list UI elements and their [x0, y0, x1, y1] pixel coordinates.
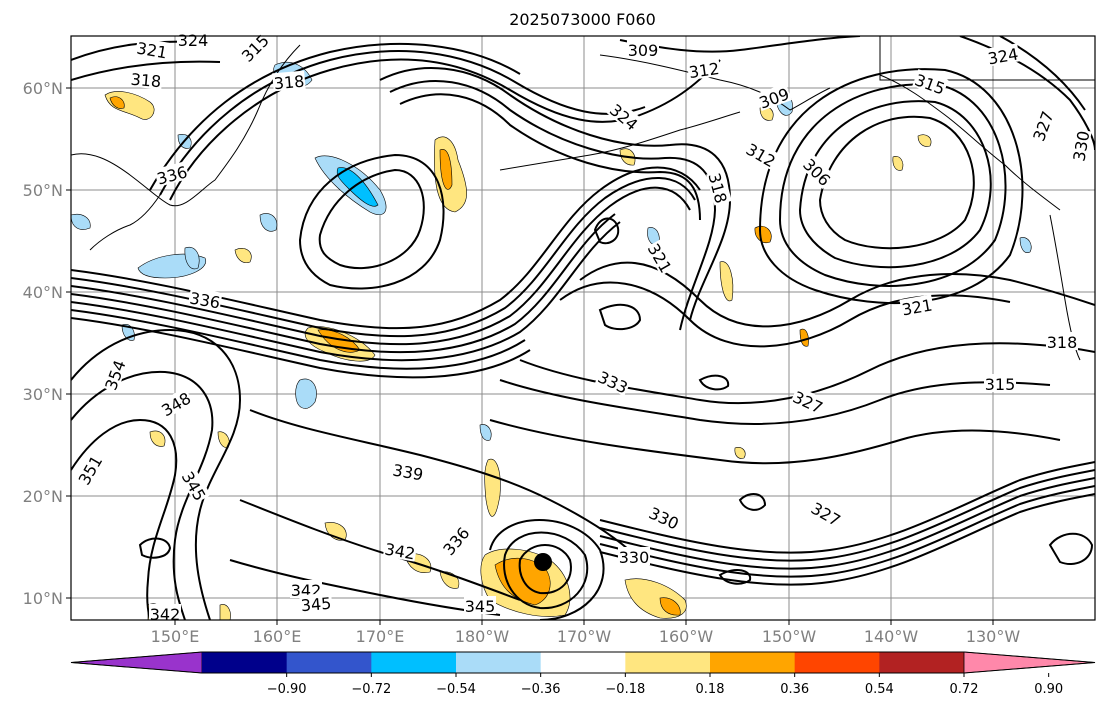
colorbar-tick-label: 0.90: [1034, 682, 1063, 697]
svg-text:345: 345: [300, 594, 332, 616]
svg-text:342: 342: [150, 605, 181, 624]
colorbar: −0.90 −0.72 −0.54 −0.36 −0.18 0.18 0.36 0.54 0.7…: [70, 651, 1096, 697]
colorbar-extend-min: [70, 651, 203, 674]
colorbar-tick-label: −0.54: [436, 682, 476, 697]
contour-label: 336: [153, 161, 190, 189]
colorbar-segment: [794, 652, 880, 673]
colorbar-outline: [70, 651, 1096, 674]
lon-tick-label: 150°W: [762, 627, 817, 646]
colorbar-segment: [286, 652, 372, 673]
contour-label: 315: [984, 374, 1016, 394]
contour-label: 330: [618, 547, 650, 567]
map-title: 2025073000 F060: [509, 10, 656, 29]
lon-tick-label: 170°W: [557, 627, 612, 646]
colorbar-segment: [879, 652, 965, 673]
contour-label: 342: [290, 580, 322, 600]
colorbar-segment: [540, 652, 626, 673]
lat-tick-label: 40°N: [23, 283, 63, 302]
svg-text:324: 324: [178, 31, 209, 50]
tropical-cyclone-center-marker: [534, 553, 552, 571]
lon-tick-label: 150°E: [151, 627, 200, 646]
colorbar-segment: [202, 652, 288, 673]
colorbar-tick-label: 0.72: [950, 682, 979, 697]
longitude-axis: 150°E 160°E 170°E 180°W 170°W 160°W 150°W 140°W…: [151, 620, 1021, 646]
contour-label: 324: [177, 30, 209, 50]
contour-label: 318: [129, 68, 163, 92]
lon-tick-label: 160°E: [253, 627, 302, 646]
contour-label: 312: [686, 57, 721, 82]
lon-tick-label: 160°W: [659, 627, 714, 646]
lon-tick-label: 170°E: [356, 627, 405, 646]
contour-label: 309: [755, 83, 792, 113]
latitude-axis: 60°N 50°N 40°N 30°N 20°N 10°N: [23, 79, 71, 608]
colorbar-segment: [625, 652, 711, 673]
lat-tick-label: 20°N: [23, 487, 63, 506]
contour-label: 318: [704, 169, 732, 206]
lon-tick-label: 130°W: [966, 627, 1021, 646]
svg-text:345: 345: [465, 597, 496, 616]
contour-label: 318: [1046, 332, 1078, 352]
colorbar-segment: [456, 652, 542, 673]
svg-text:318: 318: [130, 70, 162, 92]
colorbar-tick-label: 0.36: [780, 682, 809, 697]
lon-tick-label: 140°W: [864, 627, 919, 646]
svg-text:315: 315: [985, 375, 1016, 394]
svg-text:309: 309: [628, 41, 659, 60]
contour-label: 321: [899, 294, 935, 320]
colorbar-tick-label: −0.18: [605, 682, 645, 697]
colorbar-tick-label: −0.72: [351, 682, 391, 697]
colorbar-tick-label: −0.90: [267, 682, 307, 697]
lat-tick-label: 10°N: [23, 589, 63, 608]
svg-text:318: 318: [273, 72, 305, 94]
colorbar-segment: [710, 652, 796, 673]
lat-tick-label: 50°N: [23, 181, 63, 200]
colorbar-tick-label: 0.54: [865, 682, 894, 697]
map-frame: [70, 35, 1096, 621]
lat-tick-label: 60°N: [23, 79, 63, 98]
contour-label: 318: [272, 70, 306, 94]
contour-label: 342: [149, 604, 181, 624]
contour-label: 345: [464, 596, 496, 616]
svg-text:312: 312: [688, 59, 721, 82]
colorbar-segment: [371, 652, 457, 673]
lat-tick-label: 30°N: [23, 385, 63, 404]
contour-label: 309: [627, 40, 659, 60]
contour-label: 342: [382, 538, 418, 564]
contour-label: 339: [390, 459, 426, 485]
contour-label: 345: [299, 592, 333, 616]
svg-text:330: 330: [619, 548, 650, 567]
colorbar-extend-max: [963, 651, 1096, 674]
colorbar-tick-label: −0.36: [521, 682, 561, 697]
colorbar-tick-label: 0.18: [696, 682, 725, 697]
contour-label: 324: [985, 43, 1021, 69]
svg-text:318: 318: [1047, 333, 1078, 352]
lon-tick-label: 180°W: [455, 627, 510, 646]
